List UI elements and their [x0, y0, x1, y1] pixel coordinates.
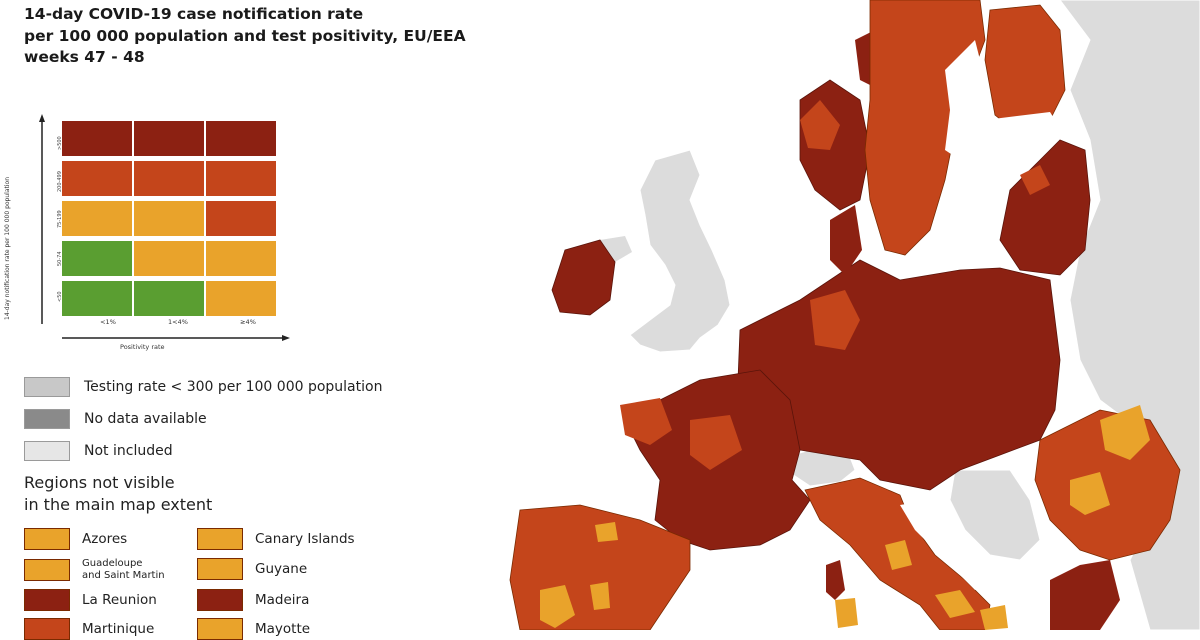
matrix-cell: [206, 201, 276, 236]
title-line-1: 14-day COVID-19 case notification rate: [24, 5, 364, 23]
matrix-y-tick: <50: [57, 291, 63, 302]
matrix-x-axis-label: Positivity rate: [120, 343, 165, 351]
matrix-cell: [62, 161, 132, 196]
legend-testing-rate: Testing rate < 300 per 100 000 populatio…: [24, 377, 382, 397]
france-west: [620, 398, 672, 445]
iceland-estonia: [1020, 165, 1050, 195]
matrix-cell: [206, 281, 276, 316]
region-la-reunion: La Reunion: [24, 589, 157, 611]
matrix-cell: [134, 201, 204, 236]
matrix-cell: [134, 161, 204, 196]
gulf-of-finland: [985, 112, 1060, 140]
france-east: [690, 415, 742, 470]
regions-heading: Regions not visible in the main map exte…: [24, 472, 212, 516]
united-kingdom: [629, 149, 731, 353]
matrix-y-axis-label: 14-day notification rate per 100 000 pop…: [4, 176, 11, 320]
matrix-cell: [62, 201, 132, 236]
region-guadeloupe: Guadeloupe and Saint Martin: [24, 558, 165, 582]
region-martinique: Martinique: [24, 618, 154, 640]
matrix-axes: [39, 114, 290, 341]
matrix-cell: [62, 241, 132, 276]
south-sweden: [800, 100, 840, 150]
spain-north: [595, 522, 618, 542]
region-swatch: [197, 558, 243, 580]
matrix-cell: [206, 121, 276, 156]
region-label: La Reunion: [82, 592, 157, 608]
matrix-x-tick: <1%: [100, 318, 116, 326]
matrix-cell: [134, 121, 204, 156]
italy-south: [935, 590, 975, 618]
region-mayotte: Mayotte: [197, 618, 310, 640]
region-label: Azores: [82, 531, 128, 547]
legend-not-included: Not included: [24, 441, 173, 461]
region-label: Madeira: [255, 592, 310, 608]
region-swatch: [24, 559, 70, 581]
region-azores: Azores: [24, 528, 127, 550]
title-line-3: weeks 47 - 48: [24, 48, 145, 66]
spain-east: [590, 582, 610, 610]
legend-swatch-no-data: [24, 409, 70, 429]
bulgaria-center: [1070, 472, 1110, 515]
map-title: 14-day COVID-19 case notification rate p…: [24, 4, 544, 69]
regions-heading-line-2: in the main map extent: [24, 495, 213, 514]
region-label: Martinique: [82, 621, 155, 637]
region-canary-islands: Canary Islands: [197, 528, 355, 550]
region-swatch: [24, 618, 70, 640]
regions-heading-line-1: Regions not visible: [24, 473, 175, 492]
region-swatch: [197, 528, 243, 550]
baltic-sea: [945, 40, 985, 160]
matrix-x-tick: ≥4%: [240, 318, 256, 326]
baltics: [999, 139, 1091, 276]
region-swatch: [197, 589, 243, 611]
ireland: [551, 239, 616, 316]
region-label: Guadeloupe: [82, 558, 143, 569]
legend-swatch-not-included: [24, 441, 70, 461]
matrix-cell: [206, 161, 276, 196]
region-label: Mayotte: [255, 621, 311, 637]
corsica-region: [980, 605, 1008, 630]
non-eu-east-land: [1059, 0, 1200, 630]
region-label: Guyane: [255, 561, 308, 577]
matrix-cell: [206, 241, 276, 276]
matrix-y-tick: 75-199: [57, 210, 63, 228]
adriatic: [900, 500, 990, 590]
spain-center: [540, 585, 575, 628]
region-swatch: [24, 528, 70, 550]
legend-no-data: No data available: [24, 409, 207, 429]
matrix-cell: [62, 281, 132, 316]
matrix-y-tick: 50-74: [57, 251, 63, 266]
matrix-y-tick: 200-499: [57, 171, 63, 192]
region-guyane: Guyane: [197, 558, 307, 580]
legend-label-not-included: Not included: [84, 443, 173, 459]
legend-swatch-testing: [24, 377, 70, 397]
italy-center: [885, 540, 912, 570]
legend-matrix: [24, 112, 299, 362]
greece: [1050, 560, 1120, 630]
matrix-y-tick: >500: [57, 136, 63, 150]
region-label-line-2: and Saint Martin: [82, 570, 165, 581]
region-label: Canary Islands: [255, 531, 355, 547]
legend-label-no-data: No data available: [84, 411, 207, 427]
netherlands-area: [810, 290, 860, 350]
region-swatch: [197, 618, 243, 640]
matrix-x-tick: 1<4%: [168, 318, 188, 326]
matrix-cell: [62, 121, 132, 156]
balkans: [949, 469, 1041, 561]
legend-label-testing: Testing rate < 300 per 100 000 populatio…: [84, 379, 383, 395]
denmark: [830, 205, 862, 275]
matrix-cell: [134, 241, 204, 276]
region-madeira: Madeira: [197, 589, 309, 611]
region-swatch: [24, 589, 70, 611]
romania-north: [1100, 405, 1150, 460]
matrix-cell: [134, 281, 204, 316]
title-line-2: per 100 000 population and test positivi…: [24, 26, 466, 45]
sardinia: [826, 560, 845, 600]
sicily: [835, 598, 858, 628]
